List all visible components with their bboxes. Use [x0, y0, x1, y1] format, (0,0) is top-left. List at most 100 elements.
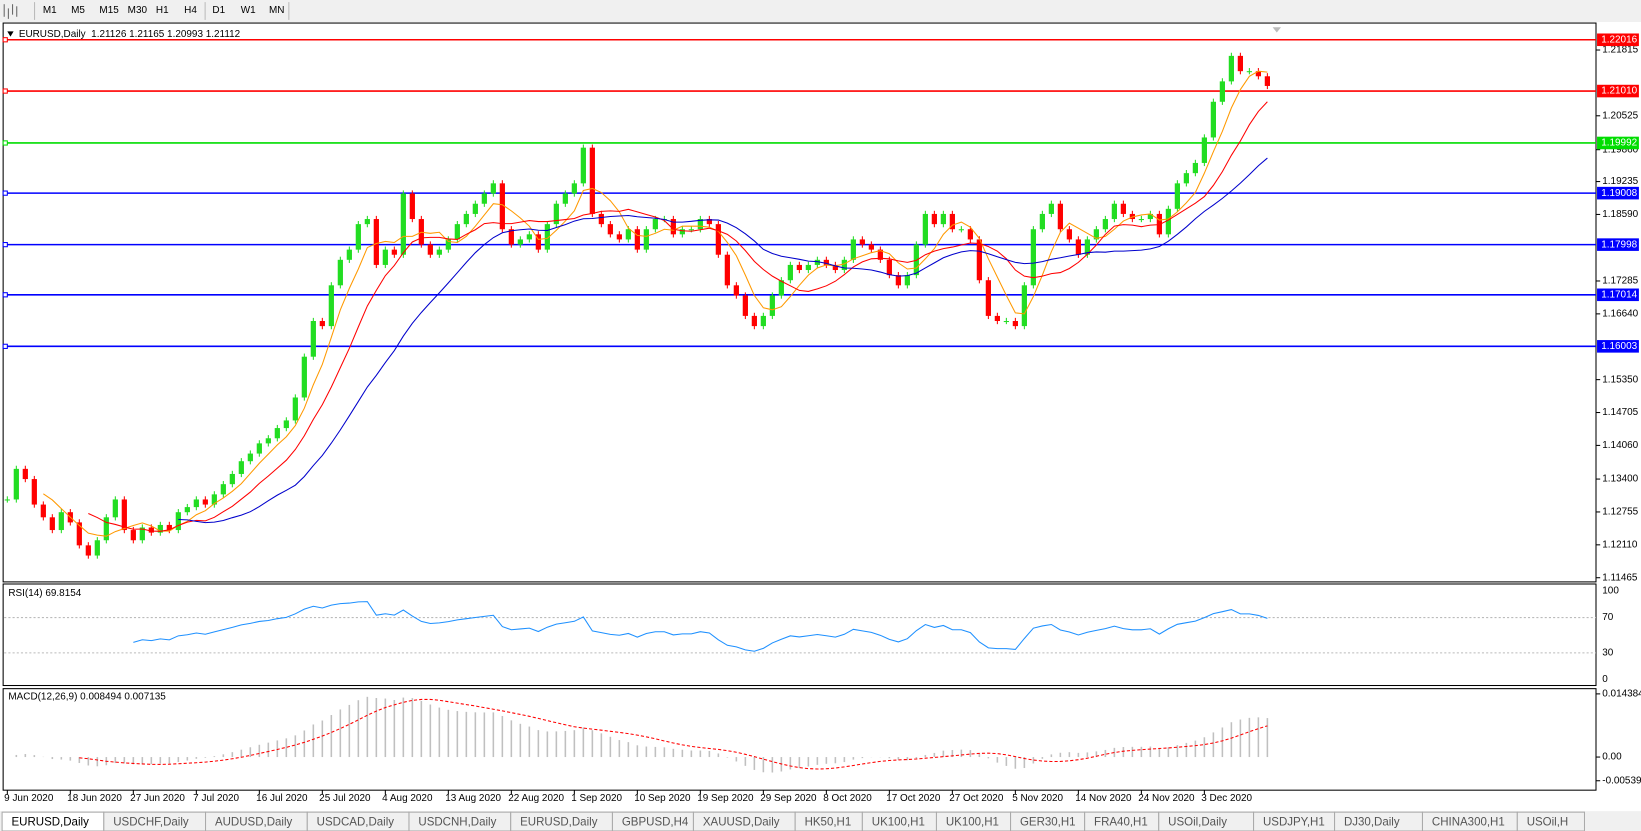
timeframe-button[interactable]: W1 [241, 5, 256, 16]
timeframe-button[interactable]: M15 [99, 5, 119, 16]
level-handle [2, 292, 8, 298]
y-tick-label: 1.14060 [1602, 440, 1638, 451]
chart-layer: 1.21815 1.20525 1.19860 1.19235 1.18590 1.172… [2, 33, 1641, 804]
level-price-label: 1.21010 [1601, 86, 1637, 97]
level-price-label: 1.22016 [1601, 34, 1637, 45]
y-tick-label: 1.21815 [1602, 45, 1638, 56]
x-tick-label: 16 Jul 2020 [256, 793, 308, 804]
chart-tab-label[interactable]: CHINA300,H1 [1432, 817, 1505, 829]
chart-tab-label[interactable]: GBPUSD,H4 [622, 817, 689, 829]
shift-marker [1272, 27, 1281, 33]
level-handle [2, 140, 8, 146]
x-tick-label: 1 Sep 2020 [571, 793, 622, 804]
macd-tick-label: 0.014384 [1602, 689, 1641, 700]
moving-average [43, 70, 1268, 537]
y-tick-label: 1.15350 [1602, 374, 1638, 385]
rsi-tick-label: 100 [1602, 586, 1619, 597]
level-handle [2, 343, 8, 349]
chart-tab-label[interactable]: UK100,H1 [946, 817, 999, 829]
timeframe-button[interactable]: M30 [128, 5, 148, 16]
x-tick-label: 7 Jul 2020 [193, 793, 239, 804]
timeframe-button[interactable]: H4 [184, 5, 197, 16]
moving-average [88, 101, 1268, 532]
macd-signal [79, 698, 1268, 770]
chart-tab-label[interactable]: USDCHF,Daily [113, 817, 189, 829]
chart-tab-label[interactable]: EURUSD,Daily [520, 817, 598, 829]
chart-tab-label[interactable]: EURUSD,Daily [12, 817, 90, 829]
toolbar-grip [3, 4, 18, 19]
timeframe-button[interactable]: D1 [212, 5, 225, 16]
level-price-box [1597, 340, 1639, 353]
y-tick-label: 1.20525 [1602, 110, 1638, 121]
chart-tab-label[interactable]: FRA40,H1 [1094, 817, 1148, 829]
y-tick-label: 1.12755 [1602, 507, 1638, 518]
rsi-line [133, 601, 1268, 652]
macd-label: MACD(12,26,9) 0.008494 0.007135 [8, 692, 166, 703]
chart-tab-label[interactable]: DJ30,Daily [1344, 817, 1400, 829]
x-tick-label: 4 Aug 2020 [382, 793, 433, 804]
x-tick-label: 14 Nov 2020 [1075, 793, 1132, 804]
level-price-label: 1.17014 [1601, 289, 1637, 300]
level-price-box [1597, 33, 1639, 47]
y-tick-label: 1.19860 [1602, 144, 1638, 155]
x-tick-label: 3 Dec 2020 [1201, 793, 1252, 804]
x-tick-label: 8 Oct 2020 [823, 793, 872, 804]
chart-tab-label[interactable]: USOil,Daily [1168, 817, 1227, 829]
x-tick-label: 18 Jun 2020 [67, 793, 122, 804]
chart-tab-label[interactable]: AUDUSD,Daily [215, 817, 293, 829]
x-tick-label: 29 Sep 2020 [760, 793, 817, 804]
x-tick-label: 10 Sep 2020 [634, 793, 691, 804]
level-price-box [1597, 136, 1639, 150]
chart-header: EURUSD,Daily 1.21126 1.21165 1.20993 1.2… [19, 29, 241, 40]
y-tick-label: 1.14705 [1602, 407, 1638, 418]
header-arrow [7, 31, 14, 37]
timeframe-button[interactable]: M5 [71, 5, 85, 16]
chart-tab-label[interactable]: USDJPY,H1 [1263, 817, 1325, 829]
timeframe-button[interactable]: H1 [156, 5, 169, 16]
macd-tick-label: 0.00 [1602, 752, 1622, 763]
rsi-tick-label: 30 [1602, 647, 1614, 658]
timeframe-button[interactable]: MN [269, 5, 284, 16]
rsi-tick-label: 70 [1602, 612, 1614, 623]
level-price-label: 1.19992 [1601, 138, 1637, 149]
rsi-panel [2, 583, 1597, 687]
y-tick-label: 1.16640 [1602, 308, 1638, 319]
level-price-box [1597, 84, 1639, 98]
level-handle [2, 88, 8, 94]
level-handle [2, 37, 8, 43]
chart-tab-label[interactable]: USOil,H [1527, 817, 1569, 829]
level-price-box [1597, 288, 1639, 302]
chart-tab-label[interactable]: USDCAD,Daily [317, 817, 395, 829]
level-handle [2, 242, 8, 248]
x-tick-label: 22 Aug 2020 [508, 793, 564, 804]
chart-tab-label[interactable]: UK100,H1 [872, 817, 925, 829]
toolbar [0, 0, 1641, 22]
x-tick-label: 5 Nov 2020 [1012, 793, 1063, 804]
chart-tab-label[interactable]: HK50,H1 [805, 817, 852, 829]
chart-tab-label[interactable]: USDCNH,Daily [418, 817, 496, 829]
timeframe-button[interactable]: M1 [43, 5, 57, 16]
chart-tab-label[interactable]: XAUUSD,Daily [703, 817, 780, 829]
level-handle [2, 190, 8, 196]
x-tick-label: 27 Oct 2020 [949, 793, 1004, 804]
x-tick-label: 27 Jun 2020 [130, 793, 185, 804]
y-tick-label: 1.17285 [1602, 276, 1638, 287]
y-tick-label: 1.18590 [1602, 209, 1638, 220]
level-price-label: 1.19008 [1601, 188, 1637, 199]
y-tick-label: 1.19235 [1602, 176, 1638, 187]
y-tick-label: 1.12110 [1602, 539, 1638, 550]
rsi-tick-label: 0 [1602, 674, 1608, 685]
x-tick-label: 25 Jul 2020 [319, 793, 371, 804]
x-tick-label: 24 Nov 2020 [1138, 793, 1195, 804]
macd-panel [2, 688, 1597, 791]
chart-tab-label[interactable]: GER30,H1 [1020, 817, 1076, 829]
y-tick-label: 1.13400 [1602, 474, 1638, 485]
level-price-box [1597, 186, 1639, 200]
x-tick-label: 9 Jun 2020 [4, 793, 54, 804]
x-tick-label: 17 Oct 2020 [886, 793, 941, 804]
x-tick-label: 19 Sep 2020 [697, 793, 754, 804]
moving-average [178, 157, 1268, 524]
macd-tick-label: -0.005396 [1602, 775, 1641, 786]
y-tick-label: 1.11465 [1602, 572, 1638, 583]
